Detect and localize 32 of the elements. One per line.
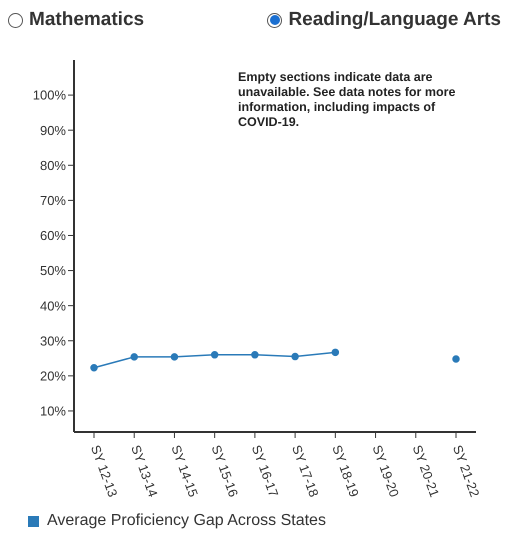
- point: [130, 353, 138, 361]
- x-tick-label: SY 15-16: [208, 443, 242, 499]
- point: [170, 353, 178, 361]
- x-tick-label: SY 12-13: [88, 443, 121, 499]
- point: [90, 364, 98, 372]
- text: Mathematics: [29, 9, 144, 31]
- point: [332, 348, 340, 356]
- y-tick-label: 40%: [40, 298, 66, 314]
- y-tick-label: 50%: [40, 263, 66, 278]
- x-tick-label: SY 17-18: [289, 443, 322, 499]
- y-tick-label: 60%: [40, 228, 66, 244]
- y-tick-label: 80%: [40, 158, 66, 173]
- x-tick-label: SY 14-15: [168, 443, 201, 499]
- y-tick-label: 20%: [40, 368, 66, 384]
- x-tick-label: SY 20-21: [410, 443, 442, 499]
- point: [452, 355, 460, 363]
- x-tick-label: SY 21-22: [450, 443, 483, 499]
- text: Reading/Language Arts: [288, 9, 501, 31]
- annotation: Empty sections indicate data are unavailable. See data notes for more information, including impacts of COVID-19.: [238, 70, 456, 130]
- y-tick-label: 10%: [40, 404, 66, 419]
- point: [291, 352, 299, 360]
- x-tick-label: SY 16-17: [248, 443, 282, 499]
- x-tick-label: SY 19-20: [370, 443, 402, 499]
- legend-label: Average Proficiency Gap Across States: [47, 512, 326, 530]
- point: [251, 351, 259, 359]
- point: [210, 351, 218, 359]
- y-tick-label: 90%: [40, 122, 66, 138]
- y-tick-label: 100%: [32, 88, 66, 103]
- y-tick-label: 70%: [40, 192, 66, 208]
- x-tick-label: SY 13-14: [128, 443, 161, 499]
- x-tick-label: SY 18-19: [329, 443, 362, 499]
- y-tick-label: 30%: [40, 333, 66, 348]
